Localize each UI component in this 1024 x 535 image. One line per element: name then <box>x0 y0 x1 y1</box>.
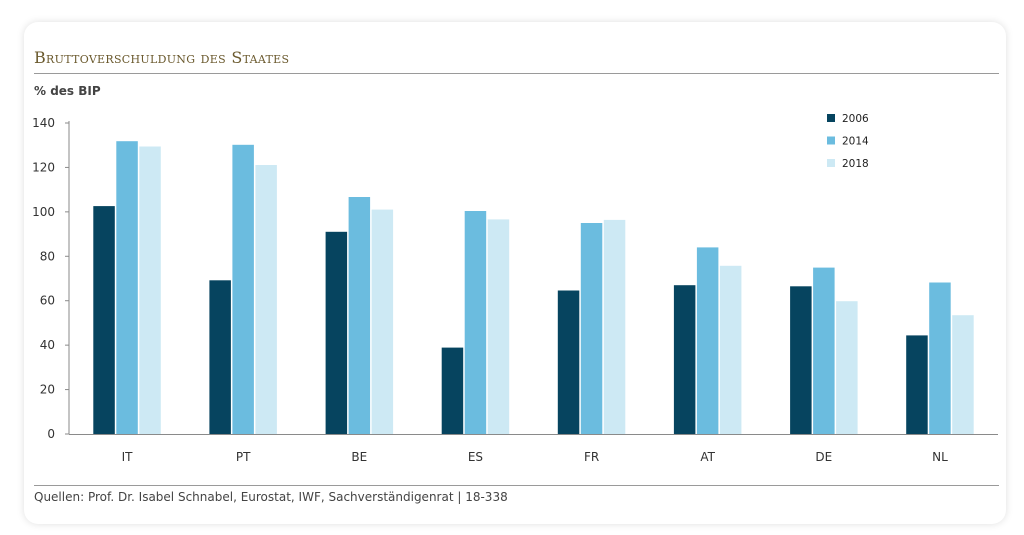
x-tick-label-es: ES <box>468 450 483 464</box>
y-tick-label: 140 <box>32 116 55 130</box>
bar-de-2014 <box>813 267 835 434</box>
x-tick-label-fr: FR <box>584 450 599 464</box>
bar-be-2014 <box>348 197 371 434</box>
bar-be-2018 <box>371 209 394 434</box>
bar-at-2018 <box>719 265 742 434</box>
y-axis-unit-label: % des BIP <box>34 84 101 98</box>
bar-de-2006 <box>790 286 812 434</box>
x-tick-label-nl: NL <box>932 450 948 464</box>
legend-label-2014: 2014 <box>842 136 869 148</box>
bar-pt-2018 <box>255 165 277 434</box>
y-tick-label: 60 <box>40 294 55 308</box>
legend-swatch-2006 <box>827 114 835 122</box>
source-divider <box>34 485 999 486</box>
x-tick-label-pt: PT <box>236 450 251 464</box>
legend-label-2006: 2006 <box>842 113 869 125</box>
bar-de-2018 <box>836 301 858 434</box>
x-tick-label-be: BE <box>351 450 367 464</box>
bar-it-2006 <box>93 206 115 434</box>
bar-fr-2006 <box>557 290 580 434</box>
bar-it-2018 <box>139 146 161 434</box>
source-note: Quellen: Prof. Dr. Isabel Schnabel, Euro… <box>34 490 508 504</box>
bar-es-2006 <box>441 347 464 434</box>
bar-pt-2014 <box>232 144 254 435</box>
bar-nl-2006 <box>906 335 928 434</box>
chart-title: Bruttoverschuldung des Staates <box>34 48 290 67</box>
y-tick-label: 20 <box>40 383 55 397</box>
title-divider <box>34 73 999 74</box>
legend-label-2018: 2018 <box>842 158 869 170</box>
bar-fr-2018 <box>603 219 626 434</box>
bar-es-2014 <box>464 211 487 434</box>
bar-it-2014 <box>116 141 138 434</box>
y-tick-label: 100 <box>32 205 55 219</box>
bar-at-2014 <box>696 247 719 434</box>
bar-nl-2018 <box>952 315 974 434</box>
bar-at-2006 <box>673 285 696 434</box>
legend-swatch-2014 <box>827 136 835 145</box>
y-tick-label: 120 <box>32 160 55 174</box>
bar-be-2006 <box>325 231 348 434</box>
y-tick-label: 80 <box>40 249 55 263</box>
x-tick-label-de: DE <box>815 450 832 464</box>
x-tick-label-it: IT <box>122 450 134 464</box>
bar-pt-2006 <box>209 280 231 434</box>
bar-fr-2014 <box>580 223 603 434</box>
chart-card <box>24 22 1006 524</box>
y-tick-label: 0 <box>47 427 55 441</box>
x-tick-label-at: AT <box>700 450 715 464</box>
y-tick-label: 40 <box>40 338 55 352</box>
bar-es-2018 <box>487 219 510 434</box>
legend-swatch-2018 <box>827 159 835 167</box>
bar-nl-2014 <box>929 282 951 434</box>
